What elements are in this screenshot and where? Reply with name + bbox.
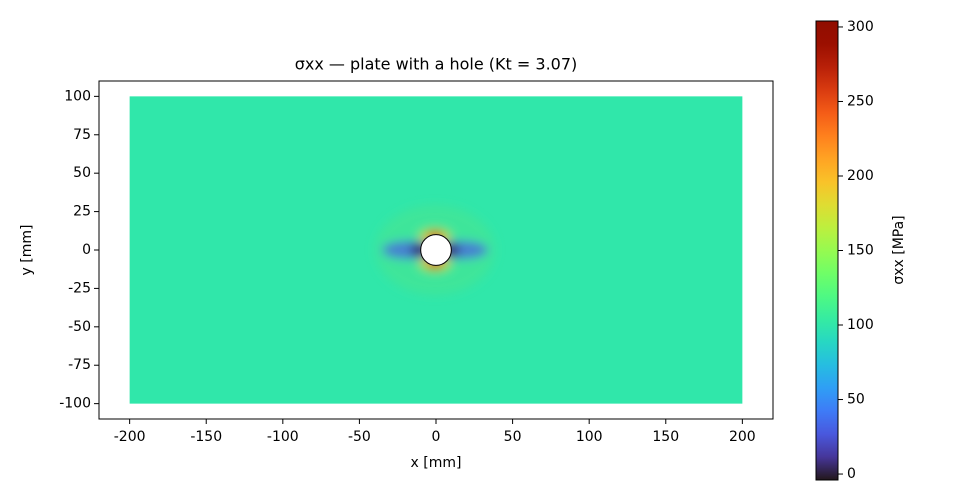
x-tick-label: 150 [652,429,679,445]
colorbar-tick-label: 100 [847,317,874,333]
y-tick-label: -50 [68,319,91,335]
hole [420,234,452,266]
x-tick-label: -200 [114,429,146,445]
x-tick-label: -150 [190,429,222,445]
x-tick-label: -100 [267,429,299,445]
colorbar-tick-label: 0 [847,466,856,482]
colorbar-tick-label: 50 [847,392,865,408]
x-tick-label: -50 [348,429,371,445]
x-tick-label: 100 [576,429,603,445]
y-tick-label: 25 [73,204,91,220]
x-tick-label: 50 [504,429,522,445]
plot-area [129,96,743,404]
x-axis-label: x [mm] [411,455,462,471]
y-tick-label: -100 [59,396,91,412]
x-tick-label: 0 [432,429,441,445]
y-tick-label: 50 [73,165,91,181]
x-tick-label: 200 [729,429,756,445]
colorbar-tick-label: 300 [847,19,874,35]
y-axis-label: y [mm] [19,225,35,276]
y-tick-label: 75 [73,127,91,143]
colorbar [815,20,839,481]
colorbar-tick-label: 200 [847,168,874,184]
chart-title: σxx — plate with a hole (Kt = 3.07) [295,55,578,74]
colorbar-tick-label: 150 [847,243,874,259]
y-tick-label: -75 [68,357,91,373]
y-tick-label: -25 [68,280,91,296]
colorbar-tick-label: 250 [847,93,874,109]
y-tick-label: 0 [82,242,91,258]
colorbar-label: σxx [MPa] [891,215,907,284]
y-tick-label: 100 [64,88,91,104]
